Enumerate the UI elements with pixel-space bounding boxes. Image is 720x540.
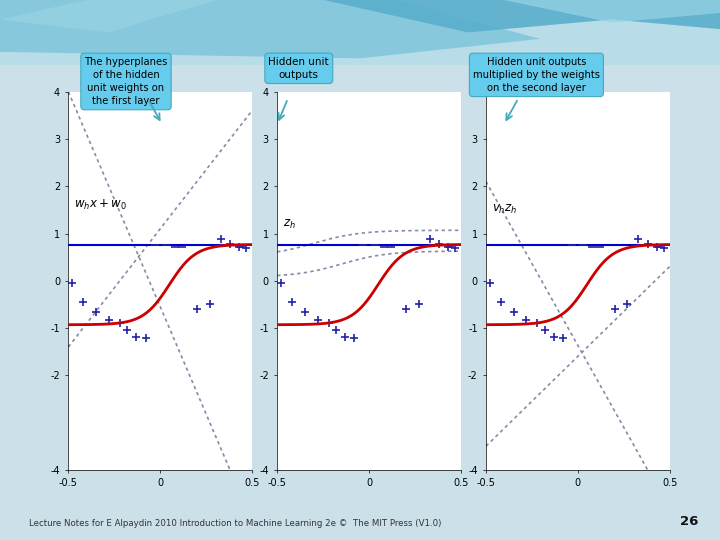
Text: $z_h$: $z_h$ [283,218,296,231]
Point [424,235,436,244]
Point [140,334,151,343]
Point [587,242,598,251]
Point [413,300,424,309]
Point [66,279,78,287]
Text: Hidden unit outputs
multiplied by the weights
on the second layer: Hidden unit outputs multiplied by the we… [473,57,600,93]
Point [484,279,495,287]
Text: Hidden unit
outputs: Hidden unit outputs [269,57,329,80]
Polygon shape [324,0,720,32]
Point [191,305,203,313]
Point [130,332,142,341]
Text: 26: 26 [680,515,698,528]
Text: Lecture Notes for E Alpaydin 2010 Introduction to Machine Learning 2e ©  The MIT: Lecture Notes for E Alpaydin 2010 Introd… [29,519,441,528]
Point [122,326,133,335]
Point [90,307,102,316]
Point [433,240,444,248]
Point [636,241,648,249]
Point [204,300,215,309]
Point [548,332,559,341]
Point [400,305,412,313]
Point [103,315,114,324]
Point [169,242,181,251]
Point [149,241,161,249]
Point [286,298,297,306]
Point [299,307,310,316]
Point [275,279,287,287]
Point [240,244,252,252]
Polygon shape [0,0,720,65]
Point [508,307,519,316]
Point [653,242,665,251]
Point [77,298,89,306]
Point [531,319,543,328]
Point [235,242,247,251]
Point [651,242,662,251]
Point [348,334,360,343]
Polygon shape [504,0,720,23]
Point [521,315,532,324]
Point [428,241,439,249]
Point [312,315,323,324]
Point [385,242,397,251]
Point [642,240,653,248]
Text: $v_hz_h$: $v_hz_h$ [492,203,517,217]
Point [378,242,390,251]
Point [358,241,369,249]
Point [444,242,456,251]
Polygon shape [0,0,216,32]
Point [577,241,589,249]
Point [160,241,171,249]
Point [557,334,569,343]
Point [621,300,633,309]
Point [633,235,644,244]
Point [658,244,670,252]
Point [539,326,551,335]
Point [323,319,334,328]
Point [114,319,125,328]
Point [609,305,621,313]
Point [442,242,454,251]
Point [219,241,230,249]
Point [330,326,342,335]
Point [495,298,506,306]
Text: $w_hx+w_0$: $w_hx+w_0$ [74,198,127,212]
Point [176,242,188,251]
Point [339,332,351,341]
Point [233,242,245,251]
Point [594,242,606,251]
Polygon shape [0,0,540,58]
Text: The hyperplanes
of the hidden
unit weights on
the first layer: The hyperplanes of the hidden unit weigh… [84,57,168,106]
Point [567,241,578,249]
Point [369,241,380,249]
Point [224,240,235,248]
Point [215,235,227,244]
Point [449,244,461,252]
